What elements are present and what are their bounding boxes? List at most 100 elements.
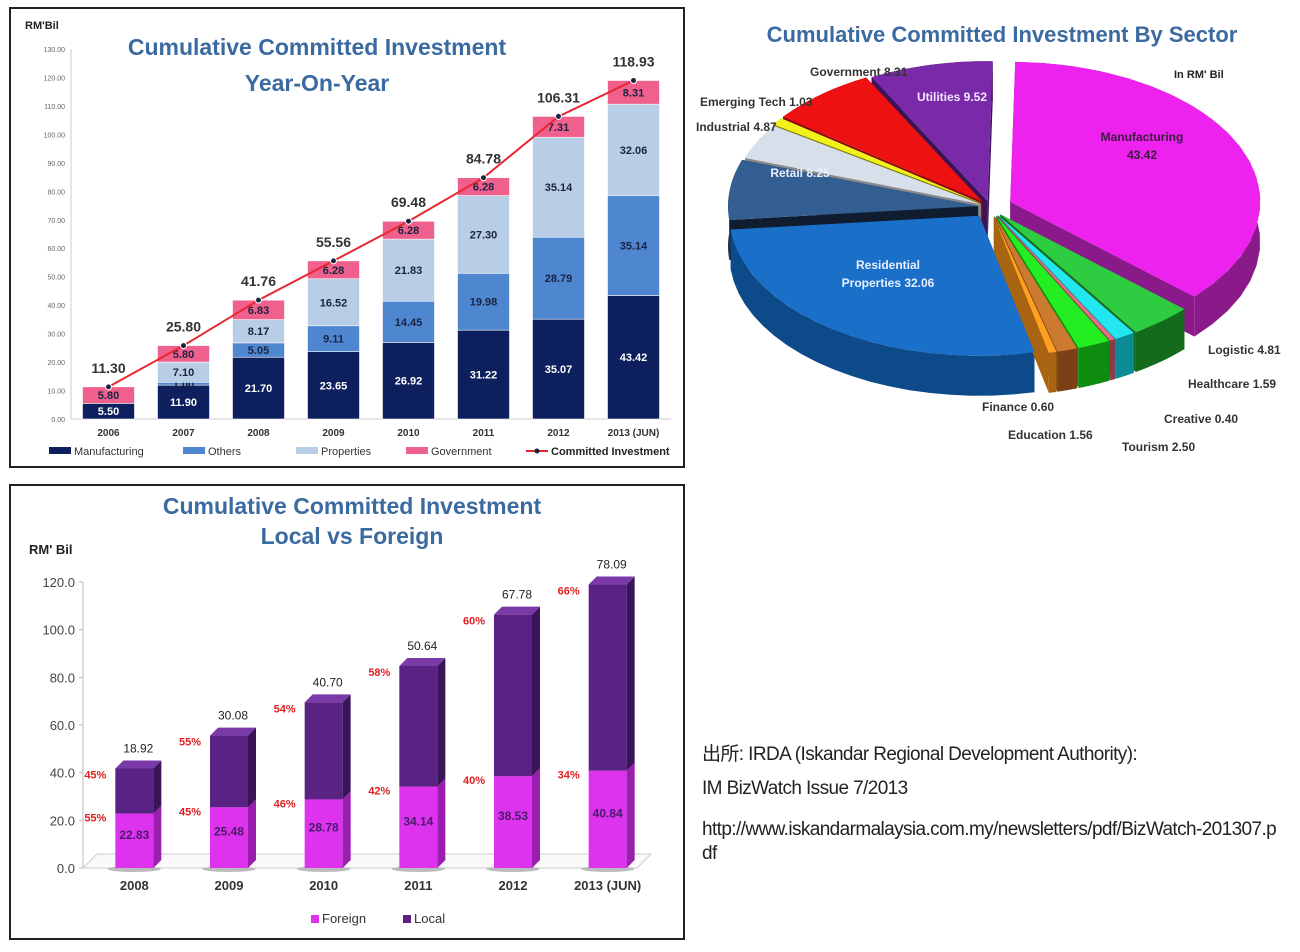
bar-top bbox=[494, 606, 540, 615]
bar-value-label: 5.50 bbox=[98, 406, 119, 418]
y-tick-label: 60.00 bbox=[47, 246, 65, 253]
line-total-label: 11.30 bbox=[91, 360, 125, 376]
pie-slice-wall bbox=[993, 216, 1049, 393]
floor-plane bbox=[81, 853, 653, 869]
pie-label: Creative 0.40 bbox=[1164, 412, 1238, 426]
foreign-value-label: 28.78 bbox=[309, 821, 339, 835]
bar-top bbox=[588, 576, 635, 585]
x-tick-label: 2009 bbox=[215, 878, 244, 893]
x-tick-label: 2013 (JUN) bbox=[608, 428, 660, 439]
pie-slice-side-residential-properties bbox=[730, 229, 1035, 396]
pie-label: Government 8.31 bbox=[810, 65, 908, 79]
y-tick-label: 90.00 bbox=[47, 161, 65, 168]
local-value-label: 78.09 bbox=[597, 558, 627, 572]
foreign-value-label: 38.53 bbox=[498, 809, 528, 823]
y-tick-label: 120.0 bbox=[42, 575, 75, 590]
bar-segment-properties bbox=[382, 238, 435, 302]
x-tick-label: 2010 bbox=[397, 428, 420, 439]
bar-value-label: 6.28 bbox=[398, 225, 419, 237]
bar-value-label: 27.30 bbox=[470, 229, 498, 241]
pie-label: Retail 8.25 bbox=[770, 166, 830, 180]
legend-swatch-local bbox=[403, 915, 411, 923]
yoy-ylabel: RM'Bil bbox=[25, 20, 59, 32]
pie-slice-finance bbox=[993, 216, 1057, 353]
pie-label: Properties 32.06 bbox=[842, 276, 935, 290]
local-pct-label: 66% bbox=[558, 586, 580, 598]
legend-label: Others bbox=[208, 446, 242, 458]
foreign-value-label: 40.84 bbox=[593, 806, 623, 820]
pie-slice-creative bbox=[997, 215, 1115, 341]
bar-segment-local bbox=[115, 768, 154, 814]
x-tick-label: 2010 bbox=[309, 878, 338, 893]
bar-value-label: 19.98 bbox=[470, 297, 498, 309]
bar-side-local bbox=[532, 606, 540, 777]
y-tick-label: 110.00 bbox=[44, 104, 65, 111]
legend-label: Foreign bbox=[322, 911, 366, 926]
local-pct-label: 45% bbox=[84, 769, 106, 781]
line-total-label: 118.93 bbox=[612, 54, 654, 70]
legend-label: Committed Investment bbox=[551, 446, 670, 458]
pie-slice-logistic bbox=[1000, 214, 1185, 332]
y-tick-label: 20.00 bbox=[47, 360, 65, 367]
line-total-label: 55.56 bbox=[316, 234, 351, 250]
bar-segment-others bbox=[607, 195, 660, 296]
local-value-label: 50.64 bbox=[407, 639, 437, 653]
legend-label: Properties bbox=[321, 446, 372, 458]
legend-swatch-manufacturing bbox=[49, 447, 71, 454]
bar-segment-properties bbox=[457, 195, 510, 274]
pie-label: Manufacturing bbox=[1101, 130, 1184, 144]
bar-value-label: 8.17 bbox=[248, 326, 269, 338]
bar-value-label: 14.45 bbox=[395, 317, 423, 329]
y-tick-label: 10.00 bbox=[47, 389, 65, 396]
bar-value-label: 5.80 bbox=[173, 349, 194, 361]
bar-segment-properties bbox=[532, 136, 585, 238]
bar-value-label: 31.22 bbox=[470, 370, 498, 382]
foreign-value-label: 22.83 bbox=[119, 828, 149, 842]
foreign-pct-label: 40% bbox=[463, 775, 485, 787]
bar-top bbox=[210, 727, 256, 736]
pie-label: Emerging Tech 1.03 bbox=[700, 95, 813, 109]
line-total-label: 84.78 bbox=[466, 151, 501, 167]
bar-value-label: 6.83 bbox=[248, 305, 269, 317]
bar-side-local bbox=[342, 694, 351, 800]
pie-label: Education 1.56 bbox=[1008, 428, 1093, 442]
line-point bbox=[255, 296, 262, 304]
pie-slice-manufacturing bbox=[1010, 61, 1261, 297]
sector-pie-chart: Cumulative Committed Investment By Secto… bbox=[696, 22, 1281, 454]
bar-segment-local bbox=[304, 702, 343, 800]
bar-segment-manufacturing bbox=[382, 342, 435, 420]
line-total-label: 106.31 bbox=[537, 89, 580, 105]
y-tick-label: 0.0 bbox=[57, 861, 75, 876]
bar-segment-foreign bbox=[399, 786, 438, 868]
bar-side-foreign bbox=[626, 762, 635, 868]
foreign-pct-label: 55% bbox=[84, 813, 106, 825]
line-point bbox=[405, 217, 412, 225]
y-tick-label: 40.00 bbox=[47, 303, 65, 310]
y-tick-label: 130.00 bbox=[44, 47, 66, 54]
y-tick-label: 40.0 bbox=[50, 766, 75, 781]
pie-label: Logistic 4.81 bbox=[1208, 343, 1281, 357]
bar-top bbox=[115, 760, 162, 769]
line-total-label: 25.80 bbox=[166, 319, 201, 335]
x-tick-label: 2012 bbox=[499, 878, 528, 893]
source-note: 出所: IRDA (Iskandar Regional Development … bbox=[702, 738, 1282, 866]
bar-segment-manufacturing bbox=[307, 351, 360, 420]
legend-label: Local bbox=[414, 911, 445, 926]
bar-segment-properties bbox=[307, 278, 360, 327]
bar-segment-manufacturing bbox=[457, 329, 510, 420]
bar-segment-foreign bbox=[588, 770, 627, 868]
foreign-value-label: 25.48 bbox=[214, 825, 244, 839]
x-tick-label: 2011 bbox=[404, 878, 432, 893]
bar-value-label: 21.70 bbox=[245, 383, 273, 395]
local-pct-label: 58% bbox=[368, 667, 390, 679]
x-tick-label: 2011 bbox=[473, 428, 495, 439]
line-point bbox=[180, 342, 187, 350]
pie-label: Industrial 4.87 bbox=[696, 120, 777, 134]
x-tick-label: 2012 bbox=[547, 428, 570, 439]
bar-segment-foreign bbox=[210, 807, 248, 868]
pie-slice-tourism bbox=[996, 215, 1110, 348]
bar-value-label: 16.52 bbox=[320, 297, 348, 309]
bar-segment-local bbox=[588, 584, 627, 771]
pie-slice-wall bbox=[987, 61, 993, 242]
local-foreign-chart: Cumulative Committed Investment Local vs… bbox=[29, 493, 653, 926]
